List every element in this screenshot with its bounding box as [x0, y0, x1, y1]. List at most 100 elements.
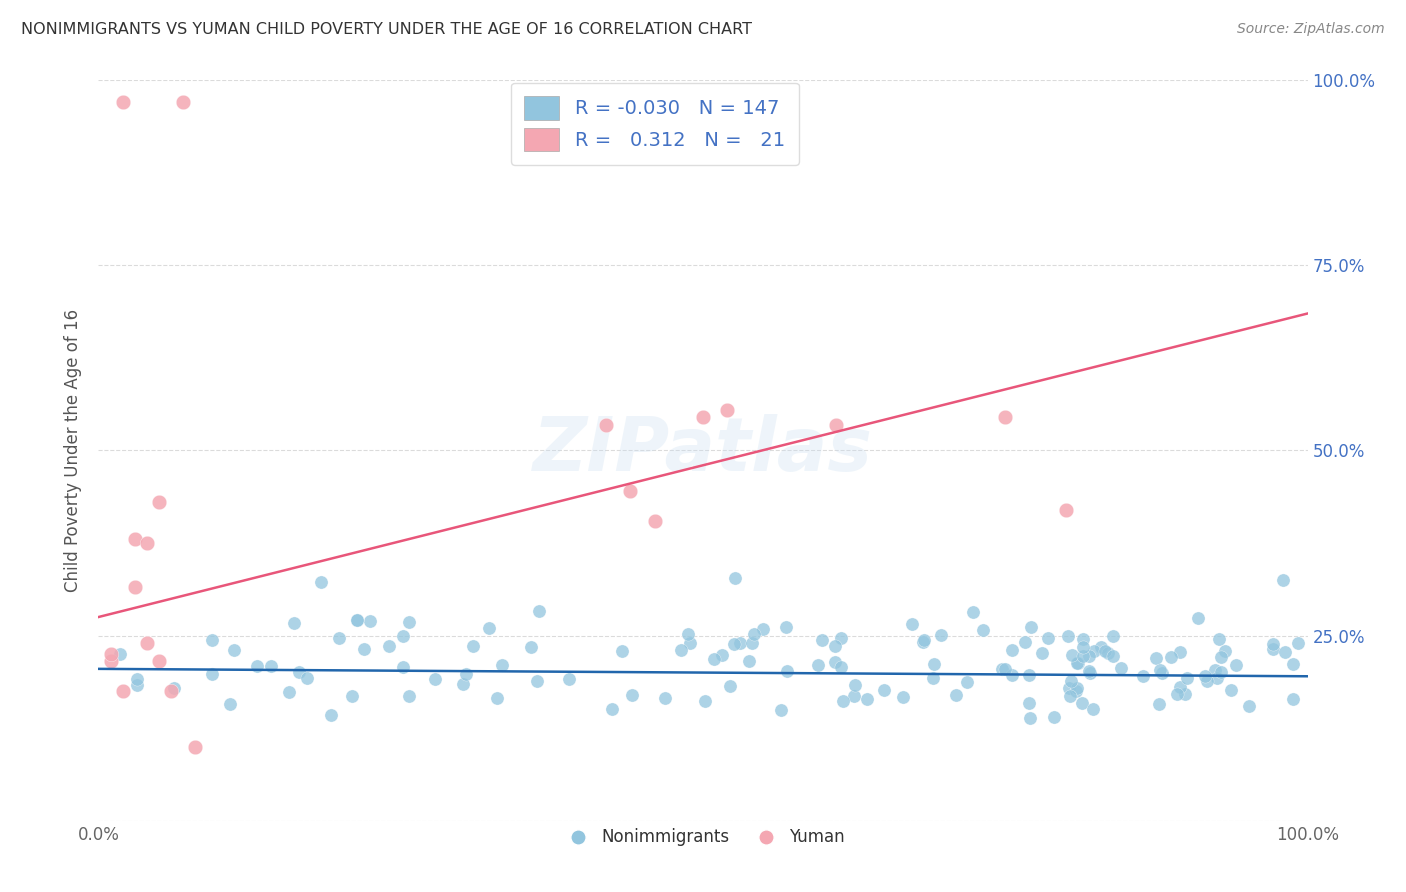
Point: [776, 664, 799, 678]
Y-axis label: Child Poverty Under the Age of 16: Child Poverty Under the Age of 16: [65, 309, 83, 592]
Point: [135, 536, 157, 550]
Point: [1177, 671, 1199, 685]
Point: [224, 643, 246, 657]
Point: [1018, 696, 1040, 710]
Point: [1071, 640, 1094, 655]
Point: [1194, 669, 1216, 683]
Point: [1078, 665, 1101, 680]
Point: [1174, 687, 1197, 701]
Point: [600, 702, 623, 716]
Point: [478, 621, 501, 635]
Point: [359, 614, 381, 628]
Point: [610, 644, 633, 658]
Point: [125, 673, 148, 687]
Point: [1147, 697, 1170, 711]
Point: [711, 648, 734, 662]
Point: [1081, 702, 1104, 716]
Point: [775, 620, 797, 634]
Point: [1054, 502, 1077, 516]
Point: [163, 681, 186, 695]
Point: [1018, 668, 1040, 682]
Point: [1071, 649, 1094, 664]
Point: [1149, 663, 1171, 677]
Point: [844, 678, 866, 692]
Point: [716, 402, 738, 417]
Point: [184, 739, 207, 754]
Point: [1274, 645, 1296, 659]
Point: [1160, 649, 1182, 664]
Point: [423, 673, 446, 687]
Point: [1166, 687, 1188, 701]
Point: [519, 640, 541, 654]
Point: [1090, 640, 1112, 654]
Point: [921, 671, 943, 685]
Point: [111, 684, 134, 698]
Point: [830, 659, 852, 673]
Point: [1001, 642, 1024, 657]
Point: [260, 659, 283, 673]
Point: [742, 627, 765, 641]
Point: [807, 657, 830, 672]
Point: [558, 672, 581, 686]
Point: [695, 694, 717, 708]
Point: [1014, 634, 1036, 648]
Point: [346, 613, 368, 627]
Point: [1132, 669, 1154, 683]
Point: [219, 698, 242, 712]
Point: [1219, 683, 1241, 698]
Point: [111, 95, 134, 110]
Point: [277, 685, 299, 699]
Point: [1197, 673, 1219, 688]
Point: [201, 633, 224, 648]
Point: [703, 652, 725, 666]
Point: [378, 640, 401, 654]
Point: [454, 667, 477, 681]
Point: [461, 639, 484, 653]
Point: [1282, 691, 1305, 706]
Point: [398, 690, 420, 704]
Point: [1064, 683, 1087, 698]
Point: [1208, 632, 1230, 647]
Point: [321, 707, 343, 722]
Point: [346, 613, 368, 627]
Point: [491, 658, 513, 673]
Point: [328, 631, 350, 645]
Point: [297, 671, 319, 685]
Point: [737, 654, 759, 668]
Point: [994, 662, 1017, 676]
Point: [1057, 681, 1080, 695]
Point: [110, 647, 132, 661]
Legend: Nonimmigrants, Yuman: Nonimmigrants, Yuman: [554, 822, 852, 853]
Point: [124, 581, 146, 595]
Point: [1102, 649, 1125, 664]
Point: [891, 690, 914, 704]
Point: [621, 688, 644, 702]
Point: [830, 632, 852, 646]
Point: [824, 655, 846, 669]
Point: [451, 677, 474, 691]
Point: [972, 623, 994, 637]
Point: [1062, 648, 1084, 662]
Point: [1152, 666, 1174, 681]
Point: [1261, 642, 1284, 657]
Point: [135, 636, 157, 650]
Point: [912, 633, 935, 648]
Point: [1237, 698, 1260, 713]
Point: [398, 615, 420, 629]
Point: [1057, 629, 1080, 643]
Point: [1211, 650, 1233, 665]
Text: NONIMMIGRANTS VS YUMAN CHILD POVERTY UNDER THE AGE OF 16 CORRELATION CHART: NONIMMIGRANTS VS YUMAN CHILD POVERTY UND…: [21, 22, 752, 37]
Point: [1094, 644, 1116, 658]
Point: [1109, 661, 1132, 675]
Point: [741, 636, 763, 650]
Point: [148, 495, 170, 509]
Point: [751, 622, 773, 636]
Point: [679, 636, 702, 650]
Point: [1077, 664, 1099, 678]
Point: [723, 637, 745, 651]
Point: [962, 605, 984, 619]
Point: [1031, 646, 1053, 660]
Point: [1168, 680, 1191, 694]
Point: [1209, 665, 1232, 679]
Point: [1067, 657, 1090, 671]
